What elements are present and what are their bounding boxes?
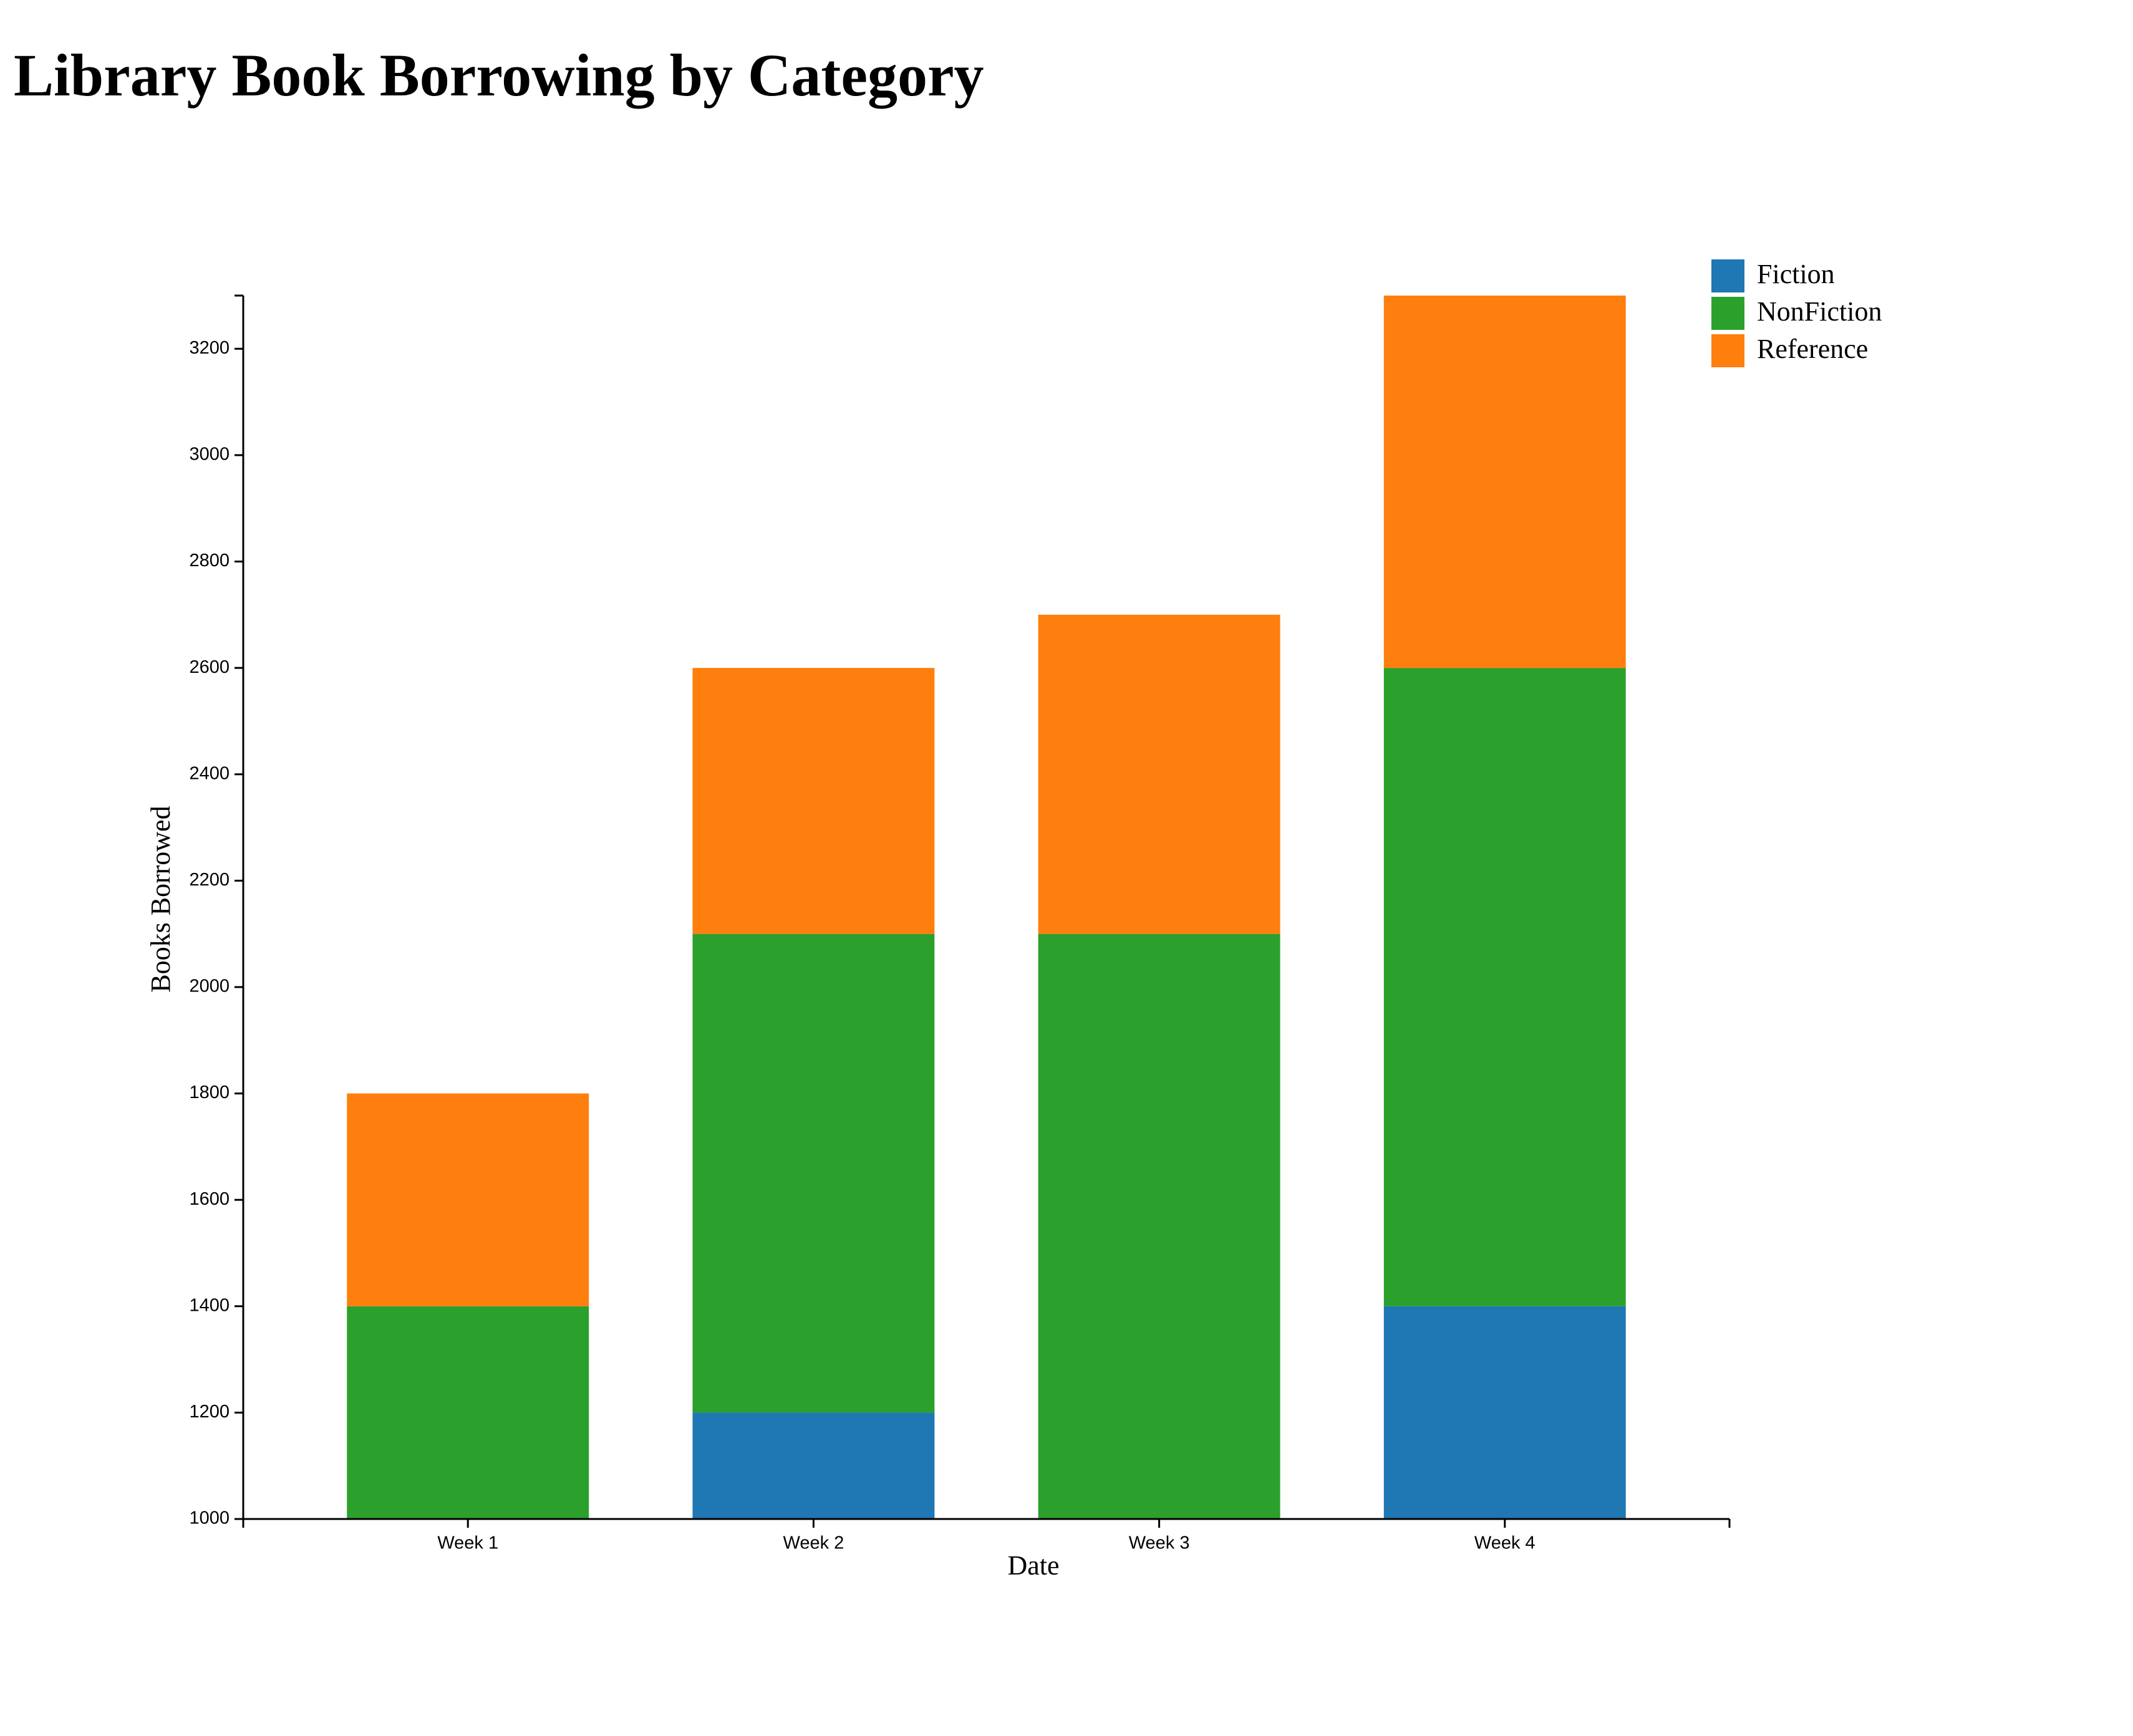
- x-tick-label: Week 1: [437, 1533, 498, 1553]
- y-axis-label: Books Borrowed: [145, 806, 176, 992]
- bar-segment: [347, 1306, 589, 1519]
- y-tick-label: 2600: [189, 657, 230, 677]
- bar-segment: [1383, 1306, 1626, 1519]
- bar-segment: [1038, 933, 1280, 1519]
- x-axis-label: Date: [1007, 1550, 1059, 1581]
- y-tick-label: 2800: [189, 551, 230, 571]
- y-tick-label: 1800: [189, 1083, 230, 1102]
- x-tick-label: Week 4: [1474, 1533, 1536, 1553]
- bars: [347, 296, 1626, 1519]
- x-tick-label: Week 3: [1129, 1533, 1190, 1553]
- y-tick-label: 2200: [189, 870, 230, 890]
- y-tick-label: 1000: [189, 1508, 230, 1528]
- y-tick-label: 2000: [189, 977, 230, 996]
- y-tick-label: 1600: [189, 1189, 230, 1209]
- chart-title: Library Book Borrowing by Category: [14, 42, 984, 109]
- y-tick-label: 3200: [189, 338, 230, 358]
- bar-segment: [1038, 614, 1280, 934]
- legend-label: Reference: [1757, 334, 1868, 364]
- x-tick-label: Week 2: [783, 1533, 844, 1553]
- legend-label: NonFiction: [1757, 296, 1882, 327]
- bar-segment: [347, 1093, 589, 1306]
- y-tick-label: 1400: [189, 1295, 230, 1315]
- bar-segment: [692, 1412, 935, 1519]
- legend-swatch: [1711, 297, 1744, 330]
- y-tick-label: 3000: [189, 445, 230, 465]
- legend-swatch: [1711, 259, 1744, 292]
- legend-swatch: [1711, 334, 1744, 367]
- bar-segment: [692, 668, 935, 934]
- legend-label: Fiction: [1757, 259, 1835, 289]
- y-tick-label: 2400: [189, 763, 230, 783]
- bar-segment: [1383, 668, 1626, 1306]
- y-tick-label: 1200: [189, 1402, 230, 1422]
- bar-segment: [1383, 296, 1626, 668]
- bar-segment: [692, 933, 935, 1413]
